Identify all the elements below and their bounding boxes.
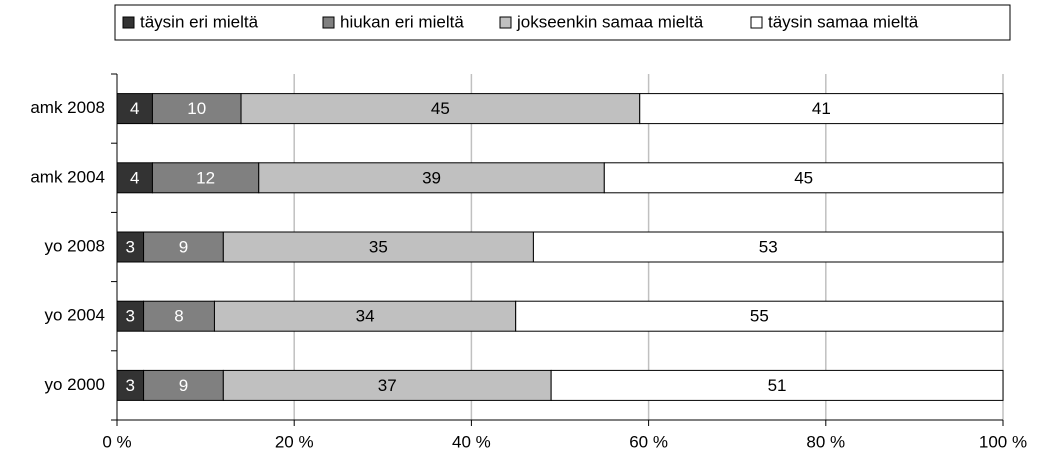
legend-label: jokseenkin samaa mieltä xyxy=(516,12,704,31)
data-label: 8 xyxy=(174,307,183,326)
data-label: 34 xyxy=(356,307,375,326)
x-tick-label: 100 % xyxy=(979,432,1027,451)
data-label: 3 xyxy=(126,307,135,326)
bar-segment xyxy=(639,93,1004,125)
data-label: 12 xyxy=(196,168,215,187)
bar-segment xyxy=(116,93,153,125)
data-label: 4 xyxy=(130,168,139,187)
data-label: 37 xyxy=(378,376,397,395)
bar-segment xyxy=(222,369,552,401)
bar-segment xyxy=(515,300,1004,332)
data-label: 51 xyxy=(768,376,787,395)
bar-segment xyxy=(116,300,145,332)
bar-segment xyxy=(258,162,605,194)
y-tick-label: yo 2000 xyxy=(45,375,106,394)
bar-segment xyxy=(603,162,1004,194)
data-label: 10 xyxy=(187,99,206,118)
x-tick-label: 0 % xyxy=(102,432,131,451)
data-label: 4 xyxy=(130,99,139,118)
data-label: 35 xyxy=(369,237,388,256)
bar-segment xyxy=(143,231,224,263)
y-tick-label: amk 2004 xyxy=(30,167,105,186)
legend-swatch xyxy=(750,16,763,29)
data-label: 55 xyxy=(750,307,769,326)
bar-segment xyxy=(143,300,215,332)
legend-swatch xyxy=(322,16,335,29)
bar-segment xyxy=(151,93,242,125)
data-label: 9 xyxy=(179,237,188,256)
bar-segment xyxy=(151,162,260,194)
data-label: 3 xyxy=(126,376,135,395)
y-tick-label: yo 2008 xyxy=(45,236,106,255)
legend-swatch xyxy=(499,16,512,29)
legend-label: hiukan eri mieltä xyxy=(340,12,464,31)
bar-segment xyxy=(550,369,1004,401)
data-label: 45 xyxy=(431,99,450,118)
data-label: 39 xyxy=(422,168,441,187)
data-label: 53 xyxy=(759,237,778,256)
bar-segment xyxy=(116,162,153,194)
x-tick-label: 80 % xyxy=(806,432,845,451)
data-label: 45 xyxy=(794,168,813,187)
x-tick-label: 40 % xyxy=(452,432,491,451)
legend-label: täysin eri mieltä xyxy=(140,12,259,31)
legend-box xyxy=(114,4,1011,41)
y-tick-label: amk 2008 xyxy=(30,98,105,117)
data-label: 9 xyxy=(179,376,188,395)
bar-segment xyxy=(532,231,1004,263)
data-label: 3 xyxy=(126,237,135,256)
legend-swatch xyxy=(122,16,135,29)
legend-label: täysin samaa mieltä xyxy=(768,12,919,31)
bar-segment xyxy=(240,93,641,125)
data-label: 41 xyxy=(812,99,831,118)
bar-segment xyxy=(116,231,145,263)
x-tick-label: 60 % xyxy=(629,432,668,451)
y-tick-label: yo 2004 xyxy=(45,306,106,325)
x-tick-label: 20 % xyxy=(275,432,314,451)
